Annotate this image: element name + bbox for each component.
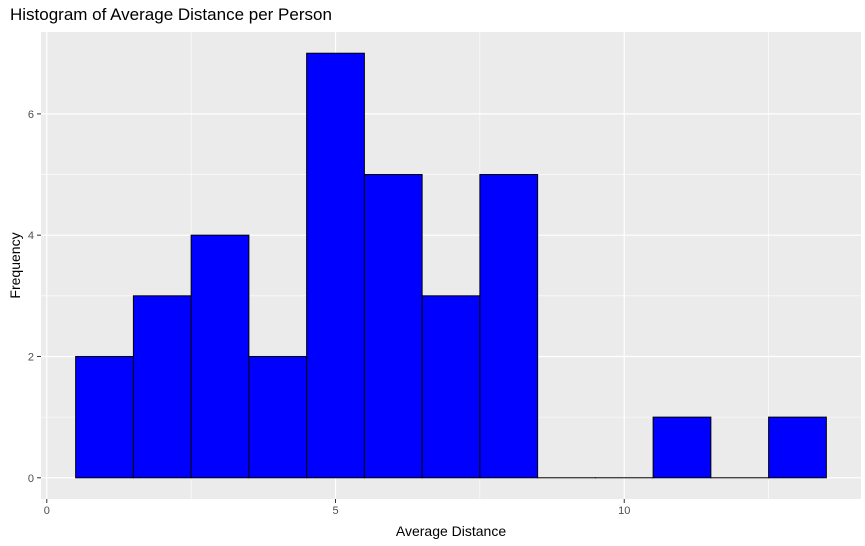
x-tick-label: 0 <box>44 505 50 517</box>
bars-group <box>75 52 827 479</box>
y-tick-label: 6 <box>28 109 34 121</box>
y-tick-label: 4 <box>28 230 34 242</box>
histogram-bar <box>132 295 192 479</box>
histogram-bar <box>421 295 481 479</box>
histogram-bar <box>248 355 308 479</box>
histogram-bar <box>306 52 365 479</box>
y-tick-label: 2 <box>28 351 34 363</box>
y-tick-label: 0 <box>28 473 34 485</box>
x-axis-title: Average Distance <box>396 523 506 539</box>
histogram-bar <box>75 355 134 479</box>
histogram-bar <box>652 416 712 479</box>
x-tick-label: 10 <box>618 505 630 517</box>
histogram-bar <box>768 416 827 479</box>
histogram-bar <box>479 174 539 479</box>
x-tick-label: 5 <box>332 505 338 517</box>
histogram-bar <box>190 234 250 479</box>
y-axis-title: Frequency <box>7 232 23 298</box>
chart-title: Histogram of Average Distance per Person <box>10 5 332 24</box>
axis-ticks: 0 5 10 0 2 4 6 <box>28 109 630 517</box>
histogram-bar <box>363 174 423 479</box>
